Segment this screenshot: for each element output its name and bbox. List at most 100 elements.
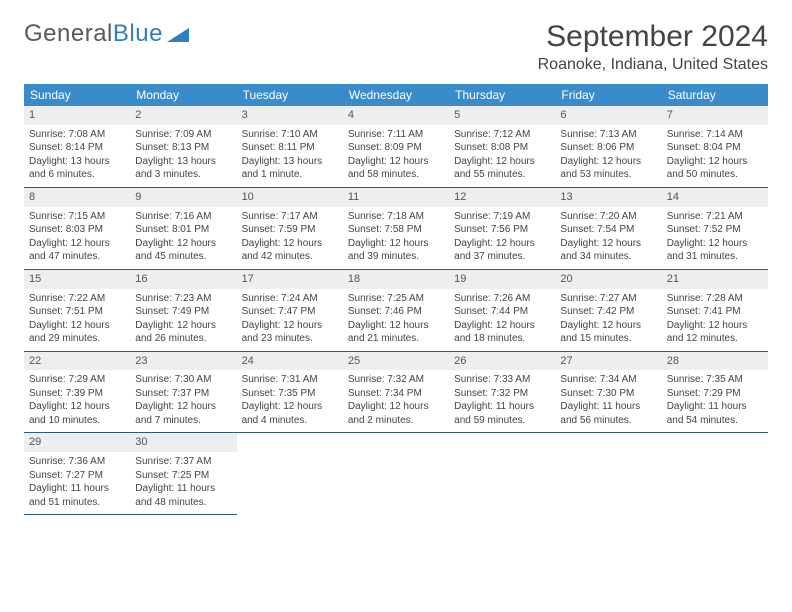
day-number: 19: [449, 270, 555, 289]
daylight-text: Daylight: 12 hours and 15 minutes.: [560, 319, 656, 346]
sunset-text: Sunset: 7:46 PM: [348, 305, 444, 319]
calendar-cell: 1 Sunrise: 7:08 AMSunset: 8:14 PMDaylight…: [24, 106, 130, 188]
calendar-grid: SundayMondayTuesdayWednesdayThursdayFrid…: [24, 84, 768, 515]
daylight-text: Daylight: 12 hours and 31 minutes.: [667, 237, 763, 264]
sunset-text: Sunset: 8:08 PM: [454, 141, 550, 155]
calendar-cell: 11Sunrise: 7:18 AMSunset: 7:58 PMDayligh…: [343, 188, 449, 270]
daylight-text: Daylight: 13 hours and 6 minutes.: [29, 155, 125, 182]
day-number: 15: [24, 270, 130, 289]
calendar-cell: 4Sunrise: 7:11 AMSunset: 8:09 PMDaylight…: [343, 106, 449, 188]
calendar-cell-empty: [555, 433, 661, 515]
calendar-cell: 26Sunrise: 7:33 AMSunset: 7:32 PMDayligh…: [449, 352, 555, 434]
sunset-text: Sunset: 7:37 PM: [135, 387, 231, 401]
daylight-text: Daylight: 12 hours and 23 minutes.: [242, 319, 338, 346]
calendar-cell: 13Sunrise: 7:20 AMSunset: 7:54 PMDayligh…: [555, 188, 661, 270]
sunset-text: Sunset: 8:04 PM: [667, 141, 763, 155]
day-number: 29: [24, 433, 130, 452]
sunset-text: Sunset: 7:34 PM: [348, 387, 444, 401]
day-number: 18: [343, 270, 449, 289]
column-header: Tuesday: [237, 84, 343, 106]
daylight-text: Daylight: 11 hours and 56 minutes.: [560, 400, 656, 427]
daylight-text: Daylight: 12 hours and 7 minutes.: [135, 400, 231, 427]
day-number: 30: [130, 433, 236, 452]
sunrise-text: Sunrise: 7:16 AM: [135, 210, 231, 224]
sunrise-text: Sunrise: 7:34 AM: [560, 373, 656, 387]
sunrise-text: Sunrise: 7:20 AM: [560, 210, 656, 224]
calendar-cell: 21Sunrise: 7:28 AMSunset: 7:41 PMDayligh…: [662, 270, 768, 352]
day-number: 8: [24, 188, 130, 207]
calendar-cell: 14Sunrise: 7:21 AMSunset: 7:52 PMDayligh…: [662, 188, 768, 270]
sunset-text: Sunset: 7:49 PM: [135, 305, 231, 319]
page-title: September 2024: [538, 20, 768, 54]
sunset-text: Sunset: 8:06 PM: [560, 141, 656, 155]
daylight-text: Daylight: 12 hours and 2 minutes.: [348, 400, 444, 427]
day-number: 6: [555, 106, 661, 125]
day-number: 13: [555, 188, 661, 207]
sunset-text: Sunset: 8:13 PM: [135, 141, 231, 155]
day-number: 11: [343, 188, 449, 207]
sunrise-text: Sunrise: 7:28 AM: [667, 292, 763, 306]
calendar-cell: 24Sunrise: 7:31 AMSunset: 7:35 PMDayligh…: [237, 352, 343, 434]
sunrise-text: Sunrise: 7:17 AM: [242, 210, 338, 224]
day-number: 24: [237, 352, 343, 371]
sunrise-text: Sunrise: 7:13 AM: [560, 128, 656, 142]
sunset-text: Sunset: 7:59 PM: [242, 223, 338, 237]
calendar-cell: 25Sunrise: 7:32 AMSunset: 7:34 PMDayligh…: [343, 352, 449, 434]
daylight-text: Daylight: 12 hours and 47 minutes.: [29, 237, 125, 264]
sunset-text: Sunset: 8:14 PM: [29, 141, 125, 155]
daylight-text: Daylight: 12 hours and 4 minutes.: [242, 400, 338, 427]
sunrise-text: Sunrise: 7:29 AM: [29, 373, 125, 387]
sunrise-text: Sunrise: 7:36 AM: [29, 455, 125, 469]
daylight-text: Daylight: 12 hours and 45 minutes.: [135, 237, 231, 264]
calendar-cell: 17Sunrise: 7:24 AMSunset: 7:47 PMDayligh…: [237, 270, 343, 352]
sunrise-text: Sunrise: 7:37 AM: [135, 455, 231, 469]
sunrise-text: Sunrise: 7:23 AM: [135, 292, 231, 306]
sunset-text: Sunset: 7:58 PM: [348, 223, 444, 237]
calendar-cell: 8Sunrise: 7:15 AMSunset: 8:03 PMDaylight…: [24, 188, 130, 270]
sunrise-text: Sunrise: 7:08 AM: [29, 128, 125, 142]
day-number: 27: [555, 352, 661, 371]
column-header: Monday: [130, 84, 236, 106]
sunset-text: Sunset: 7:44 PM: [454, 305, 550, 319]
sunset-text: Sunset: 7:56 PM: [454, 223, 550, 237]
calendar-cell-empty: [343, 433, 449, 515]
logo-text-2: Blue: [113, 20, 163, 48]
daylight-text: Daylight: 12 hours and 39 minutes.: [348, 237, 444, 264]
day-number: 20: [555, 270, 661, 289]
sunrise-text: Sunrise: 7:27 AM: [560, 292, 656, 306]
sunset-text: Sunset: 7:54 PM: [560, 223, 656, 237]
header-bar: GeneralBlue September 2024 Roanoke, Indi…: [24, 20, 768, 74]
sunrise-text: Sunrise: 7:31 AM: [242, 373, 338, 387]
daylight-text: Daylight: 12 hours and 29 minutes.: [29, 319, 125, 346]
daylight-text: Daylight: 12 hours and 10 minutes.: [29, 400, 125, 427]
sunset-text: Sunset: 7:52 PM: [667, 223, 763, 237]
daylight-text: Daylight: 13 hours and 3 minutes.: [135, 155, 231, 182]
sunrise-text: Sunrise: 7:09 AM: [135, 128, 231, 142]
sunrise-text: Sunrise: 7:19 AM: [454, 210, 550, 224]
sunrise-text: Sunrise: 7:26 AM: [454, 292, 550, 306]
column-header: Friday: [555, 84, 661, 106]
daylight-text: Daylight: 12 hours and 21 minutes.: [348, 319, 444, 346]
sunrise-text: Sunrise: 7:25 AM: [348, 292, 444, 306]
day-number: 12: [449, 188, 555, 207]
sunset-text: Sunset: 7:30 PM: [560, 387, 656, 401]
logo: GeneralBlue: [24, 20, 189, 48]
day-number: 2: [130, 106, 236, 125]
sunset-text: Sunset: 7:25 PM: [135, 469, 231, 483]
day-number: 1: [24, 106, 130, 125]
sunset-text: Sunset: 7:27 PM: [29, 469, 125, 483]
daylight-text: Daylight: 12 hours and 18 minutes.: [454, 319, 550, 346]
calendar-cell: 15Sunrise: 7:22 AMSunset: 7:51 PMDayligh…: [24, 270, 130, 352]
sunrise-text: Sunrise: 7:35 AM: [667, 373, 763, 387]
calendar-cell: 12Sunrise: 7:19 AMSunset: 7:56 PMDayligh…: [449, 188, 555, 270]
day-number: 25: [343, 352, 449, 371]
day-number: 3: [237, 106, 343, 125]
calendar-cell: 16Sunrise: 7:23 AMSunset: 7:49 PMDayligh…: [130, 270, 236, 352]
sunset-text: Sunset: 8:11 PM: [242, 141, 338, 155]
calendar-cell-empty: [449, 433, 555, 515]
calendar-cell: 6Sunrise: 7:13 AMSunset: 8:06 PMDaylight…: [555, 106, 661, 188]
day-number: 23: [130, 352, 236, 371]
calendar-cell: 18 Sunrise: 7:25 AMSunset: 7:46 PMDayligh…: [343, 270, 449, 352]
sunrise-text: Sunrise: 7:24 AM: [242, 292, 338, 306]
column-header: Sunday: [24, 84, 130, 106]
